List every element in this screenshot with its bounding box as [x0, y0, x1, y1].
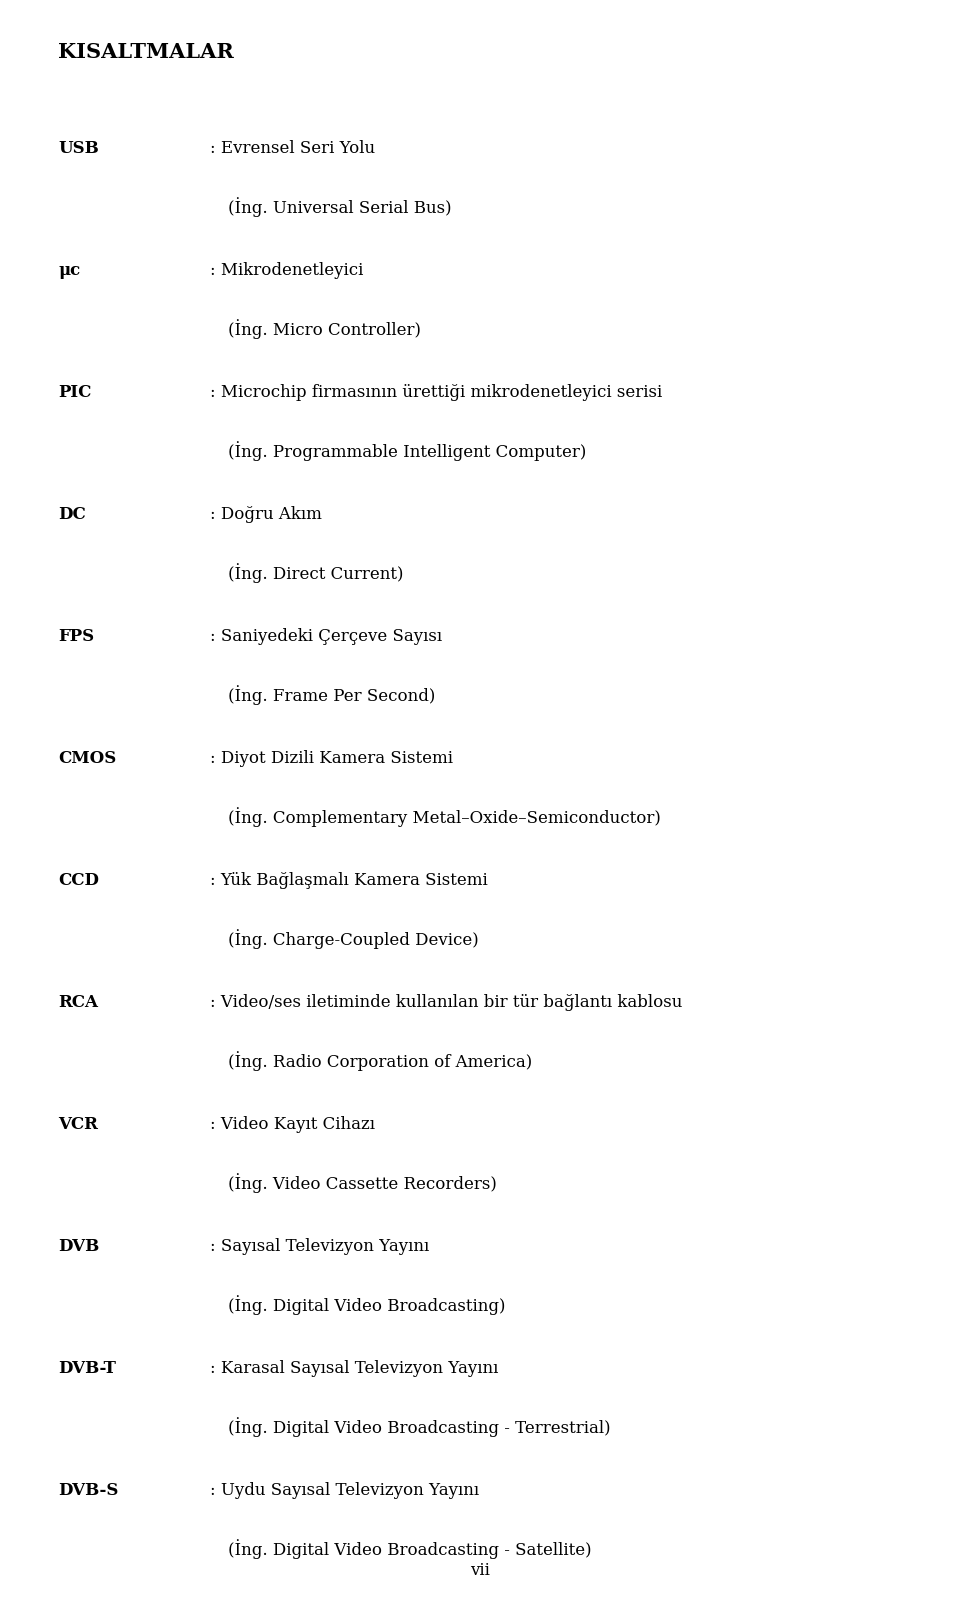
Text: DVB: DVB — [58, 1238, 99, 1254]
Text: USB: USB — [58, 141, 99, 157]
Text: : Uydu Sayısal Televizyon Yayını: : Uydu Sayısal Televizyon Yayını — [210, 1481, 479, 1499]
Text: (İng. Programmable Intelligent Computer): (İng. Programmable Intelligent Computer) — [228, 441, 587, 460]
Text: CMOS: CMOS — [58, 749, 116, 767]
Text: : Saniyedeki Çerçeve Sayısı: : Saniyedeki Çerçeve Sayısı — [210, 628, 443, 646]
Text: KISALTMALAR: KISALTMALAR — [58, 42, 233, 62]
Text: : Video/ses iletiminde kullanılan bir tür bağlantı kablosu: : Video/ses iletiminde kullanılan bir tü… — [210, 994, 683, 1012]
Text: : Doğru Akım: : Doğru Akım — [210, 507, 322, 523]
Text: (İng. Frame Per Second): (İng. Frame Per Second) — [228, 686, 436, 705]
Text: : Microchip firmasının ürettiği mikrodenetleyici serisi: : Microchip firmasının ürettiği mikroden… — [210, 384, 662, 401]
Text: (İng. Direct Current): (İng. Direct Current) — [228, 562, 403, 583]
Text: (İng. Digital Video Broadcasting - Terrestrial): (İng. Digital Video Broadcasting - Terre… — [228, 1417, 611, 1437]
Text: vii: vii — [470, 1561, 490, 1579]
Text: (İng. Video Cassette Recorders): (İng. Video Cassette Recorders) — [228, 1173, 497, 1194]
Text: VCR: VCR — [58, 1115, 98, 1133]
Text: DVB-S: DVB-S — [58, 1481, 118, 1499]
Text: RCA: RCA — [58, 994, 98, 1012]
Text: : Mikrodenetleyici: : Mikrodenetleyici — [210, 262, 364, 280]
Text: : Yük Bağlaşmalı Kamera Sistemi: : Yük Bağlaşmalı Kamera Sistemi — [210, 873, 488, 888]
Text: (İng. Universal Serial Bus): (İng. Universal Serial Bus) — [228, 197, 451, 217]
Text: μc: μc — [58, 262, 81, 280]
Text: (İng. Radio Corporation of America): (İng. Radio Corporation of America) — [228, 1051, 532, 1071]
Text: PIC: PIC — [58, 384, 91, 401]
Text: CCD: CCD — [58, 873, 99, 888]
Text: (İng. Micro Controller): (İng. Micro Controller) — [228, 320, 421, 339]
Text: (İng. Digital Video Broadcasting - Satellite): (İng. Digital Video Broadcasting - Satel… — [228, 1539, 591, 1560]
Text: DVB-T: DVB-T — [58, 1360, 116, 1377]
Text: : Diyot Dizili Kamera Sistemi: : Diyot Dizili Kamera Sistemi — [210, 749, 453, 767]
Text: FPS: FPS — [58, 628, 94, 646]
Text: (İng. Charge-Coupled Device): (İng. Charge-Coupled Device) — [228, 928, 479, 949]
Text: DC: DC — [58, 507, 85, 523]
Text: : Evrensel Seri Yolu: : Evrensel Seri Yolu — [210, 141, 375, 157]
Text: (İng. Digital Video Broadcasting): (İng. Digital Video Broadcasting) — [228, 1294, 506, 1315]
Text: : Video Kayıt Cihazı: : Video Kayıt Cihazı — [210, 1115, 375, 1133]
Text: : Karasal Sayısal Televizyon Yayını: : Karasal Sayısal Televizyon Yayını — [210, 1360, 498, 1377]
Text: : Sayısal Televizyon Yayını: : Sayısal Televizyon Yayını — [210, 1238, 429, 1254]
Text: (İng. Complementary Metal–Oxide–Semiconductor): (İng. Complementary Metal–Oxide–Semicond… — [228, 807, 660, 826]
